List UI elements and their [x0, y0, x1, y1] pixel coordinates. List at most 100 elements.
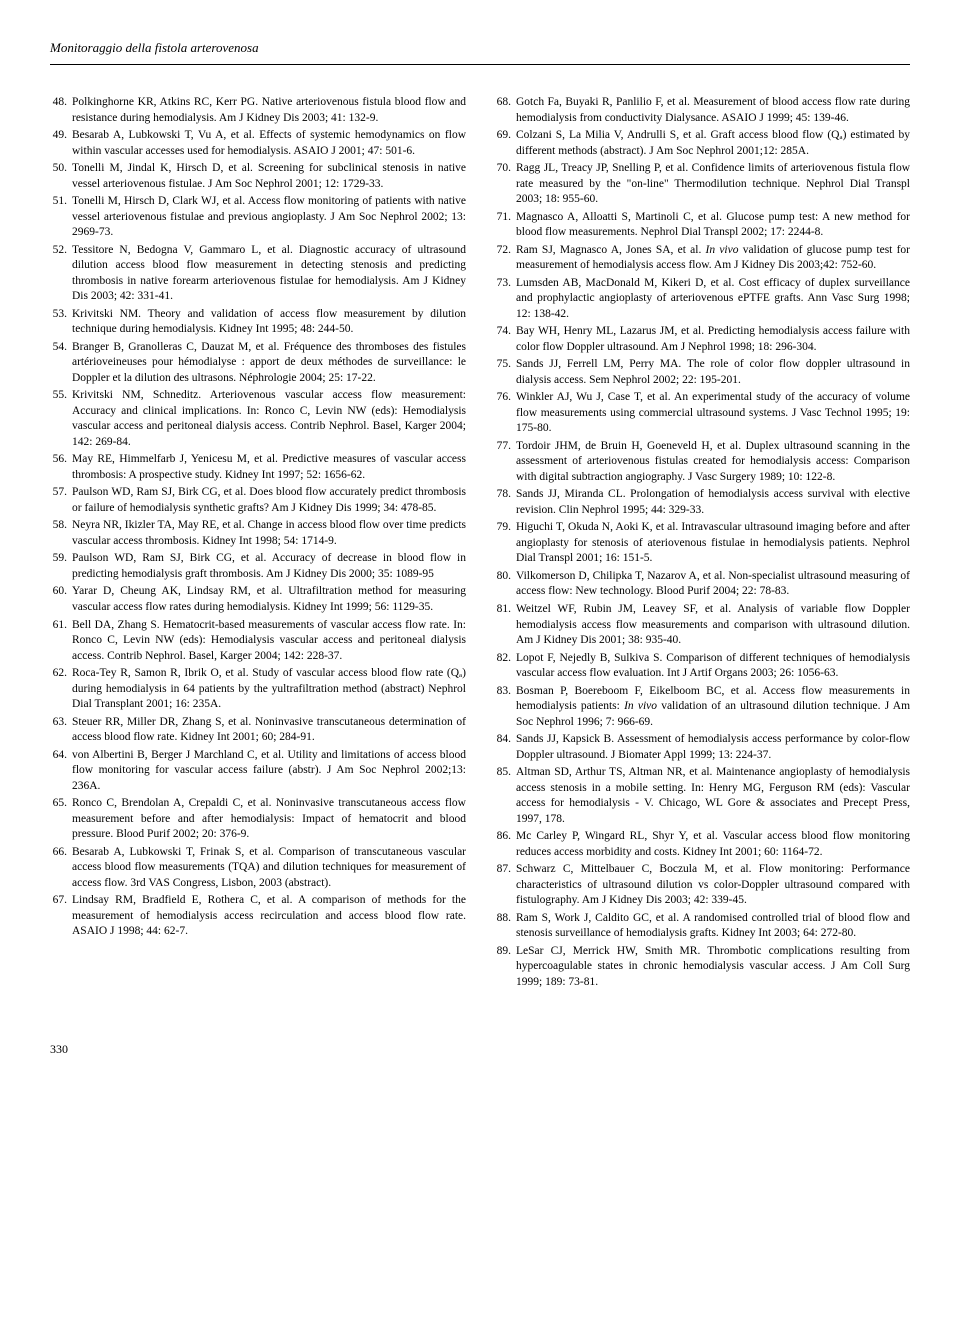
reference-text: Bosman P, Boereboom F, Eikelboom BC, et … — [516, 684, 910, 731]
reference-item: 64.von Albertini B, Berger J Marchland C… — [50, 748, 466, 795]
reference-item: 50.Tonelli M, Jindal K, Hirsch D, et al.… — [50, 161, 466, 192]
reference-number: 75. — [494, 357, 516, 388]
reference-number: 59. — [50, 551, 72, 582]
reference-text: Lumsden AB, MacDonald M, Kikeri D, et al… — [516, 276, 910, 323]
reference-text: Sands JJ, Miranda CL. Prolongation of he… — [516, 487, 910, 518]
reference-item: 83.Bosman P, Boereboom F, Eikelboom BC, … — [494, 684, 910, 731]
reference-text: Krivitski NM. Theory and validation of a… — [72, 307, 466, 338]
reference-item: 80.Vilkomerson D, Chilipka T, Nazarov A,… — [494, 569, 910, 600]
reference-number: 70. — [494, 161, 516, 208]
reference-text: Bay WH, Henry ML, Lazarus JM, et al. Pre… — [516, 324, 910, 355]
reference-text: Ragg JL, Treacy JP, Snelling P, et al. C… — [516, 161, 910, 208]
reference-item: 52.Tessitore N, Bedogna V, Gammaro L, et… — [50, 243, 466, 305]
reference-number: 88. — [494, 911, 516, 942]
reference-text: Besarab A, Lubkowski T, Vu A, et al. Eff… — [72, 128, 466, 159]
reference-number: 69. — [494, 128, 516, 159]
reference-number: 56. — [50, 452, 72, 483]
reference-item: 77.Tordoir JHM, de Bruin H, Goeneveld H,… — [494, 439, 910, 486]
reference-text: Lindsay RM, Bradfield E, Rothera C, et a… — [72, 893, 466, 940]
reference-text: Magnasco A, Alloatti S, Martinoli C, et … — [516, 210, 910, 241]
reference-item: 49.Besarab A, Lubkowski T, Vu A, et al. … — [50, 128, 466, 159]
reference-item: 82.Lopot F, Nejedly B, Sulkiva S. Compar… — [494, 651, 910, 682]
reference-item: 67.Lindsay RM, Bradfield E, Rothera C, e… — [50, 893, 466, 940]
reference-number: 50. — [50, 161, 72, 192]
references-container: 48.Polkinghorne KR, Atkins RC, Kerr PG. … — [50, 95, 910, 992]
reference-text: Gotch Fa, Buyaki R, Panlilio F, et al. M… — [516, 95, 910, 126]
reference-text: LeSar CJ, Merrick HW, Smith MR. Thrombot… — [516, 944, 910, 991]
left-column: 48.Polkinghorne KR, Atkins RC, Kerr PG. … — [50, 95, 466, 992]
reference-text: Roca-Tey R, Samon R, Ibrik O, et al. Stu… — [72, 666, 466, 713]
reference-text: Tonelli M, Jindal K, Hirsch D, et al. Sc… — [72, 161, 466, 192]
reference-item: 85.Altman SD, Arthur TS, Altman NR, et a… — [494, 765, 910, 827]
reference-text: Krivitski NM, Schneditz. Arteriovenous v… — [72, 388, 466, 450]
reference-number: 57. — [50, 485, 72, 516]
reference-item: 57.Paulson WD, Ram SJ, Birk CG, et al. D… — [50, 485, 466, 516]
reference-item: 76.Winkler AJ, Wu J, Case T, et al. An e… — [494, 390, 910, 437]
reference-number: 87. — [494, 862, 516, 909]
reference-number: 84. — [494, 732, 516, 763]
reference-item: 59.Paulson WD, Ram SJ, Birk CG, et al. A… — [50, 551, 466, 582]
reference-number: 81. — [494, 602, 516, 649]
reference-text: Sands JJ, Kapsick B. Assessment of hemod… — [516, 732, 910, 763]
reference-number: 80. — [494, 569, 516, 600]
reference-text: Branger B, Granolleras C, Dauzat M, et a… — [72, 340, 466, 387]
reference-text: Winkler AJ, Wu J, Case T, et al. An expe… — [516, 390, 910, 437]
reference-number: 51. — [50, 194, 72, 241]
reference-text: von Albertini B, Berger J Marchland C, e… — [72, 748, 466, 795]
reference-item: 73.Lumsden AB, MacDonald M, Kikeri D, et… — [494, 276, 910, 323]
reference-text: Ram S, Work J, Caldito GC, et al. A rand… — [516, 911, 910, 942]
reference-text: Altman SD, Arthur TS, Altman NR, et al. … — [516, 765, 910, 827]
reference-item: 75.Sands JJ, Ferrell LM, Perry MA. The r… — [494, 357, 910, 388]
reference-text: Lopot F, Nejedly B, Sulkiva S. Compariso… — [516, 651, 910, 682]
reference-text: Paulson WD, Ram SJ, Birk CG, et al. Does… — [72, 485, 466, 516]
reference-text: Ronco C, Brendolan A, Crepaldi C, et al.… — [72, 796, 466, 843]
reference-item: 69.Colzani S, La Milia V, Andrulli S, et… — [494, 128, 910, 159]
reference-text: Neyra NR, Ikizler TA, May RE, et al. Cha… — [72, 518, 466, 549]
reference-number: 65. — [50, 796, 72, 843]
reference-item: 62.Roca-Tey R, Samon R, Ibrik O, et al. … — [50, 666, 466, 713]
reference-number: 58. — [50, 518, 72, 549]
reference-number: 73. — [494, 276, 516, 323]
reference-item: 48.Polkinghorne KR, Atkins RC, Kerr PG. … — [50, 95, 466, 126]
reference-item: 79.Higuchi T, Okuda N, Aoki K, et al. In… — [494, 520, 910, 567]
reference-item: 78.Sands JJ, Miranda CL. Prolongation of… — [494, 487, 910, 518]
reference-text: Bell DA, Zhang S. Hematocrit-based measu… — [72, 618, 466, 665]
reference-text: Tonelli M, Hirsch D, Clark WJ, et al. Ac… — [72, 194, 466, 241]
header-divider — [50, 64, 910, 65]
reference-item: 74.Bay WH, Henry ML, Lazarus JM, et al. … — [494, 324, 910, 355]
reference-text: Besarab A, Lubkowski T, Frinak S, et al.… — [72, 845, 466, 892]
reference-number: 54. — [50, 340, 72, 387]
reference-text: Steuer RR, Miller DR, Zhang S, et al. No… — [72, 715, 466, 746]
reference-number: 86. — [494, 829, 516, 860]
reference-item: 72.Ram SJ, Magnasco A, Jones SA, et al. … — [494, 243, 910, 274]
reference-number: 76. — [494, 390, 516, 437]
reference-item: 61.Bell DA, Zhang S. Hematocrit-based me… — [50, 618, 466, 665]
reference-text: Sands JJ, Ferrell LM, Perry MA. The role… — [516, 357, 910, 388]
reference-item: 65.Ronco C, Brendolan A, Crepaldi C, et … — [50, 796, 466, 843]
reference-item: 70.Ragg JL, Treacy JP, Snelling P, et al… — [494, 161, 910, 208]
reference-number: 66. — [50, 845, 72, 892]
reference-number: 62. — [50, 666, 72, 713]
reference-item: 89.LeSar CJ, Merrick HW, Smith MR. Throm… — [494, 944, 910, 991]
reference-item: 51.Tonelli M, Hirsch D, Clark WJ, et al.… — [50, 194, 466, 241]
reference-number: 61. — [50, 618, 72, 665]
reference-item: 58.Neyra NR, Ikizler TA, May RE, et al. … — [50, 518, 466, 549]
reference-text: Polkinghorne KR, Atkins RC, Kerr PG. Nat… — [72, 95, 466, 126]
reference-item: 56.May RE, Himmelfarb J, Yenicesu M, et … — [50, 452, 466, 483]
reference-number: 72. — [494, 243, 516, 274]
running-header: Monitoraggio della fistola arterovenosa — [50, 40, 910, 56]
reference-item: 68.Gotch Fa, Buyaki R, Panlilio F, et al… — [494, 95, 910, 126]
reference-item: 81.Weitzel WF, Rubin JM, Leavey SF, et a… — [494, 602, 910, 649]
right-column: 68.Gotch Fa, Buyaki R, Panlilio F, et al… — [494, 95, 910, 992]
reference-item: 71.Magnasco A, Alloatti S, Martinoli C, … — [494, 210, 910, 241]
reference-text: Weitzel WF, Rubin JM, Leavey SF, et al. … — [516, 602, 910, 649]
reference-item: 53.Krivitski NM. Theory and validation o… — [50, 307, 466, 338]
reference-item: 60.Yarar D, Cheung AK, Lindsay RM, et al… — [50, 584, 466, 615]
reference-item: 88.Ram S, Work J, Caldito GC, et al. A r… — [494, 911, 910, 942]
reference-number: 74. — [494, 324, 516, 355]
reference-number: 79. — [494, 520, 516, 567]
reference-number: 67. — [50, 893, 72, 940]
reference-number: 60. — [50, 584, 72, 615]
reference-item: 84.Sands JJ, Kapsick B. Assessment of he… — [494, 732, 910, 763]
reference-item: 63.Steuer RR, Miller DR, Zhang S, et al.… — [50, 715, 466, 746]
